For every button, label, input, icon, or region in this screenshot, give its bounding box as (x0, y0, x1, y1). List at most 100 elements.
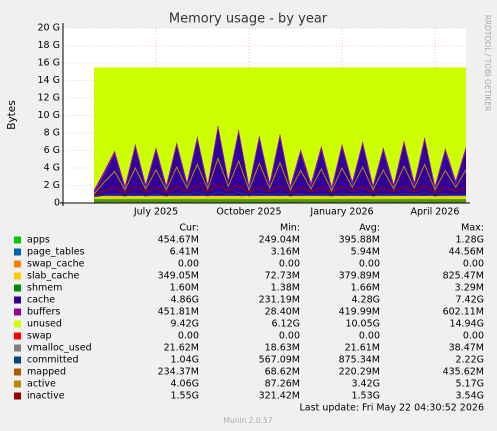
legend-stat: 349.05M (158, 271, 199, 282)
side-note: RRDTOOL / TOBI OETIKER (483, 15, 492, 112)
legend-stat: 1.04G (170, 355, 199, 366)
y-tick-label: 16 G (38, 58, 60, 69)
legend-swatch (14, 356, 21, 364)
legend-swatch (14, 260, 21, 268)
legend-swatch (14, 236, 21, 244)
legend-label: inactive (27, 391, 65, 402)
legend-stat: 5.17G (455, 379, 484, 390)
legend-label: shmem (27, 283, 62, 294)
legend-stat: 9.42G (170, 319, 199, 330)
legend-stat: 44.56M (449, 247, 484, 258)
y-axis-label: Bytes (6, 100, 18, 129)
legend-stat: 14.94G (449, 319, 484, 330)
legend-swatch (14, 344, 21, 352)
y-tick-label: 12 G (38, 93, 60, 104)
x-tick-label: April 2026 (411, 207, 460, 218)
legend-stat: 1.66M (351, 283, 380, 294)
legend-stat: 454.67M (158, 235, 199, 246)
y-tick-label: 4 G (44, 163, 60, 174)
legend-swatch (14, 296, 21, 304)
y-tick-label: 6 G (44, 145, 60, 156)
legend-swatch (14, 320, 21, 328)
legend-stat: 249.04M (259, 235, 300, 246)
legend-stat: 72.73M (265, 271, 300, 282)
x-tick-label: July 2025 (133, 207, 178, 218)
legend-stat: 3.16M (271, 247, 300, 258)
legend-stat: 4.06G (170, 379, 199, 390)
legend-stat: 3.29M (455, 283, 484, 294)
legend-stat: 4.28G (351, 295, 380, 306)
area (94, 67, 466, 190)
footer: Munin 2.0.57 (223, 416, 272, 425)
legend-stat: 231.19M (259, 295, 300, 306)
legend-stat: 451.81M (158, 307, 199, 318)
line (93, 184, 467, 196)
legend-header: Min: (280, 223, 300, 234)
legend-label: vmalloc_used (27, 343, 92, 354)
legend-stat: 875.34M (339, 355, 380, 366)
line (93, 199, 467, 202)
y-tick-label: 14 G (38, 75, 60, 86)
legend-stat: 1.38M (271, 283, 300, 294)
legend-stat: 5.94M (351, 247, 380, 258)
legend-swatch (14, 368, 21, 376)
legend-stat: 1.53G (351, 391, 380, 402)
last-update: Last update: Fri May 22 04:30:52 2026 (300, 403, 484, 414)
legend-stat: 3.42G (351, 379, 380, 390)
legend-swatch (14, 308, 21, 316)
y-tick-label: 18 G (38, 40, 60, 51)
legend-stat: 6.12G (271, 319, 300, 330)
legend-label: committed (27, 355, 79, 366)
legend-label: unused (27, 319, 62, 330)
chart-title: Memory usage - by year (169, 12, 328, 27)
legend-label: buffers (27, 307, 60, 318)
legend-label: active (27, 379, 56, 390)
legend-stat: 21.61M (345, 343, 380, 354)
legend-label: slab_cache (27, 271, 79, 282)
legend-stat: 220.29M (339, 367, 380, 378)
legend-label: cache (27, 295, 55, 306)
legend-stat: 38.47M (449, 343, 484, 354)
legend-stat: 3.54G (455, 391, 484, 402)
legend-swatch (14, 392, 21, 400)
legend-stat: 234.37M (158, 367, 199, 378)
legend-stat: 0.00 (279, 259, 300, 270)
legend-label: apps (27, 235, 50, 246)
legend-stat: 7.42G (455, 295, 484, 306)
y-tick-label: 8 G (44, 128, 60, 139)
legend-swatch (14, 248, 21, 256)
legend-stat: 10.05G (345, 319, 380, 330)
legend-swatch (14, 380, 21, 388)
legend-stat: 435.62M (443, 367, 484, 378)
legend-stat: 18.63M (265, 343, 300, 354)
legend-stat: 28.40M (265, 307, 300, 318)
area (94, 195, 466, 199)
y-tick-label: 20 G (38, 23, 60, 34)
legend-label: mapped (27, 367, 66, 378)
y-tick-label: 2 G (44, 180, 60, 191)
legend-stat: 602.11M (443, 307, 484, 318)
legend-stat: 87.26M (265, 379, 300, 390)
legend-swatch (14, 272, 21, 280)
legend-label: swap_cache (27, 259, 85, 270)
legend-stat: 6.41M (170, 247, 199, 258)
line (93, 156, 467, 195)
legend-swatch (14, 284, 21, 292)
legend-stat: 1.55G (170, 391, 199, 402)
legend-stat: 0.00 (279, 331, 300, 342)
legend-stat: 21.62M (164, 343, 199, 354)
legend-stat: 321.42M (259, 391, 300, 402)
legend-header: Avg: (359, 223, 380, 234)
legend-stat: 567.09M (259, 355, 300, 366)
legend-label: swap (27, 331, 52, 342)
legend-stat: 0.00 (178, 259, 199, 270)
legend-stat: 4.86G (170, 295, 199, 306)
legend-stat: 825.47M (443, 271, 484, 282)
legend-stat: 0.00 (463, 331, 484, 342)
legend-stat: 2.22G (455, 355, 484, 366)
legend-label: page_tables (27, 247, 85, 258)
legend-stat: 379.89M (339, 271, 380, 282)
x-tick-label: January 2026 (309, 207, 373, 218)
legend-swatch (14, 332, 21, 340)
